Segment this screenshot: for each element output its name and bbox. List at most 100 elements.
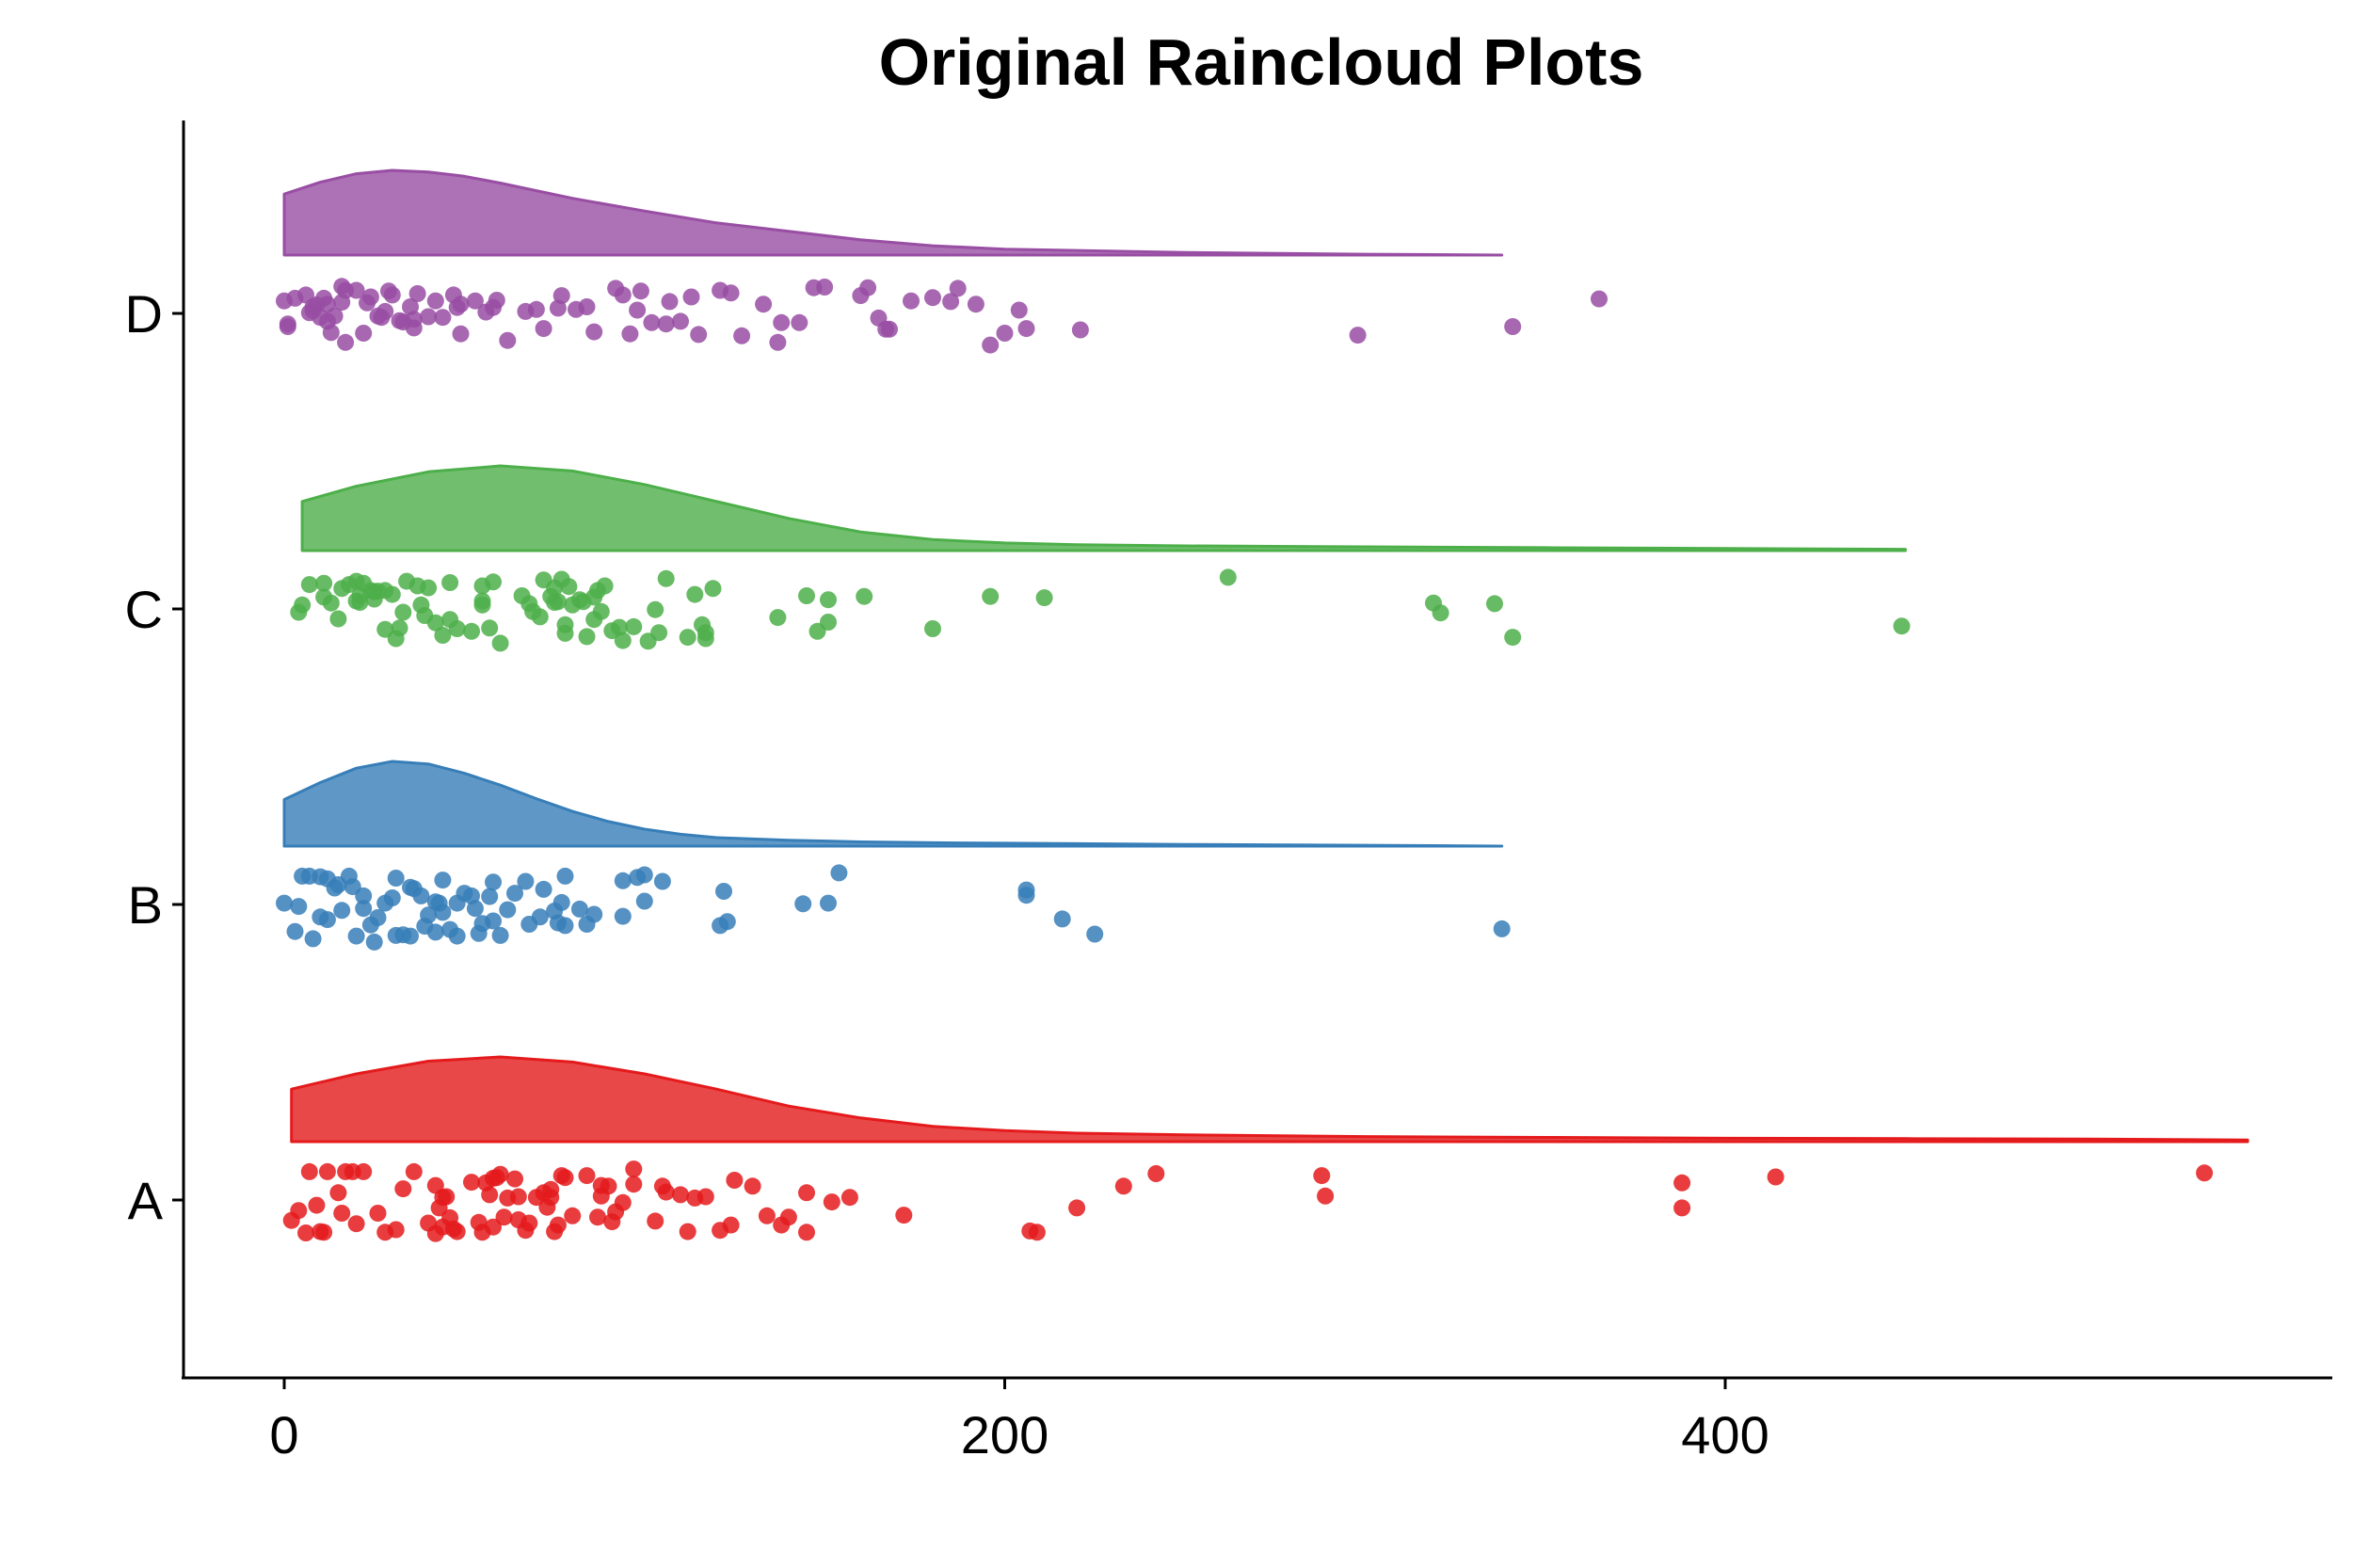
point-d-67 <box>733 327 751 344</box>
point-d-63 <box>682 288 700 306</box>
point-b-63 <box>614 907 632 925</box>
point-c-2 <box>300 576 318 594</box>
point-c-75 <box>696 630 714 648</box>
point-b-19 <box>365 933 383 951</box>
point-a-89 <box>1313 1167 1331 1185</box>
point-a-14 <box>369 1205 387 1222</box>
point-a-44 <box>520 1214 538 1232</box>
point-c-44 <box>531 608 549 626</box>
point-b-54 <box>535 880 552 898</box>
point-b-24 <box>387 870 405 887</box>
point-c-3 <box>315 574 333 592</box>
point-b-79 <box>1493 920 1511 937</box>
point-b-70 <box>715 883 732 900</box>
point-b-35 <box>434 904 452 921</box>
point-d-89 <box>1349 327 1367 344</box>
point-d-20 <box>355 325 373 342</box>
point-c-80 <box>820 614 837 631</box>
point-a-4 <box>308 1196 326 1214</box>
point-a-2 <box>297 1224 314 1241</box>
point-b-66 <box>635 866 653 884</box>
point-a-28 <box>448 1223 466 1240</box>
point-b-62 <box>585 905 603 923</box>
point-d-71 <box>791 313 808 331</box>
density-layer <box>282 168 2249 1144</box>
point-d-88 <box>1071 321 1089 339</box>
point-a-7 <box>318 1162 336 1180</box>
point-a-67 <box>657 1183 675 1201</box>
point-a-3 <box>300 1162 318 1180</box>
x-tick-label-200: 200 <box>961 1405 1048 1464</box>
point-d-48 <box>535 320 552 338</box>
point-a-74 <box>726 1172 744 1189</box>
point-b-53 <box>531 908 549 926</box>
point-b-48 <box>491 926 509 944</box>
point-d-53 <box>585 323 603 341</box>
point-c-40 <box>491 634 509 652</box>
point-c-20 <box>383 585 401 603</box>
point-a-38 <box>495 1208 513 1226</box>
point-a-64 <box>625 1160 643 1178</box>
point-c-29 <box>426 614 444 632</box>
point-b-39 <box>448 927 466 945</box>
point-d-66 <box>722 284 740 302</box>
point-b-45 <box>481 888 499 905</box>
point-d-73 <box>816 279 834 296</box>
point-b-78 <box>1086 925 1104 943</box>
point-a-81 <box>823 1193 840 1211</box>
point-a-93 <box>1767 1168 1785 1186</box>
point-c-1 <box>294 596 312 614</box>
point-a-73 <box>722 1216 740 1234</box>
point-d-58 <box>632 282 649 300</box>
point-a-78 <box>779 1208 797 1226</box>
point-a-16 <box>387 1221 405 1239</box>
point-a-63 <box>625 1176 643 1193</box>
y-tick-label-c: C <box>125 580 163 639</box>
point-a-69 <box>679 1223 696 1240</box>
point-a-62 <box>614 1193 632 1211</box>
point-c-72 <box>686 585 704 603</box>
point-a-75 <box>744 1177 761 1195</box>
point-b-46 <box>485 873 502 891</box>
point-a-37 <box>491 1165 509 1183</box>
point-d-32 <box>405 319 423 337</box>
point-a-40 <box>506 1170 523 1188</box>
point-d-86 <box>1010 301 1028 319</box>
density-cloud-d <box>282 168 1504 257</box>
point-d-2 <box>279 315 296 333</box>
point-c-91 <box>1893 617 1911 635</box>
point-d-75 <box>859 279 877 296</box>
point-d-56 <box>621 325 639 343</box>
point-d-27 <box>383 286 401 304</box>
point-b-31 <box>420 906 438 924</box>
point-d-22 <box>361 288 379 306</box>
point-c-33 <box>448 620 466 637</box>
point-d-64 <box>690 326 708 344</box>
point-c-38 <box>481 619 499 637</box>
point-c-69 <box>650 624 668 642</box>
point-d-25 <box>376 302 394 320</box>
point-b-51 <box>517 872 535 890</box>
point-a-53 <box>556 1169 574 1187</box>
point-b-2 <box>290 898 308 916</box>
point-c-57 <box>578 628 596 646</box>
point-c-70 <box>657 569 675 587</box>
point-c-85 <box>1035 589 1053 607</box>
point-d-82 <box>949 280 967 297</box>
point-d-55 <box>614 286 632 304</box>
point-d-13 <box>322 324 340 342</box>
point-c-82 <box>856 587 873 605</box>
point-d-81 <box>942 293 960 311</box>
point-d-61 <box>661 293 679 311</box>
point-c-76 <box>704 580 722 598</box>
point-a-92 <box>1673 1199 1691 1217</box>
point-d-36 <box>434 309 452 327</box>
point-b-9 <box>318 911 336 929</box>
point-a-87 <box>1114 1177 1132 1195</box>
point-b-22 <box>383 889 401 906</box>
point-c-53 <box>560 578 578 596</box>
point-c-83 <box>924 620 941 637</box>
point-b-49 <box>499 901 517 919</box>
point-a-55 <box>578 1167 596 1185</box>
